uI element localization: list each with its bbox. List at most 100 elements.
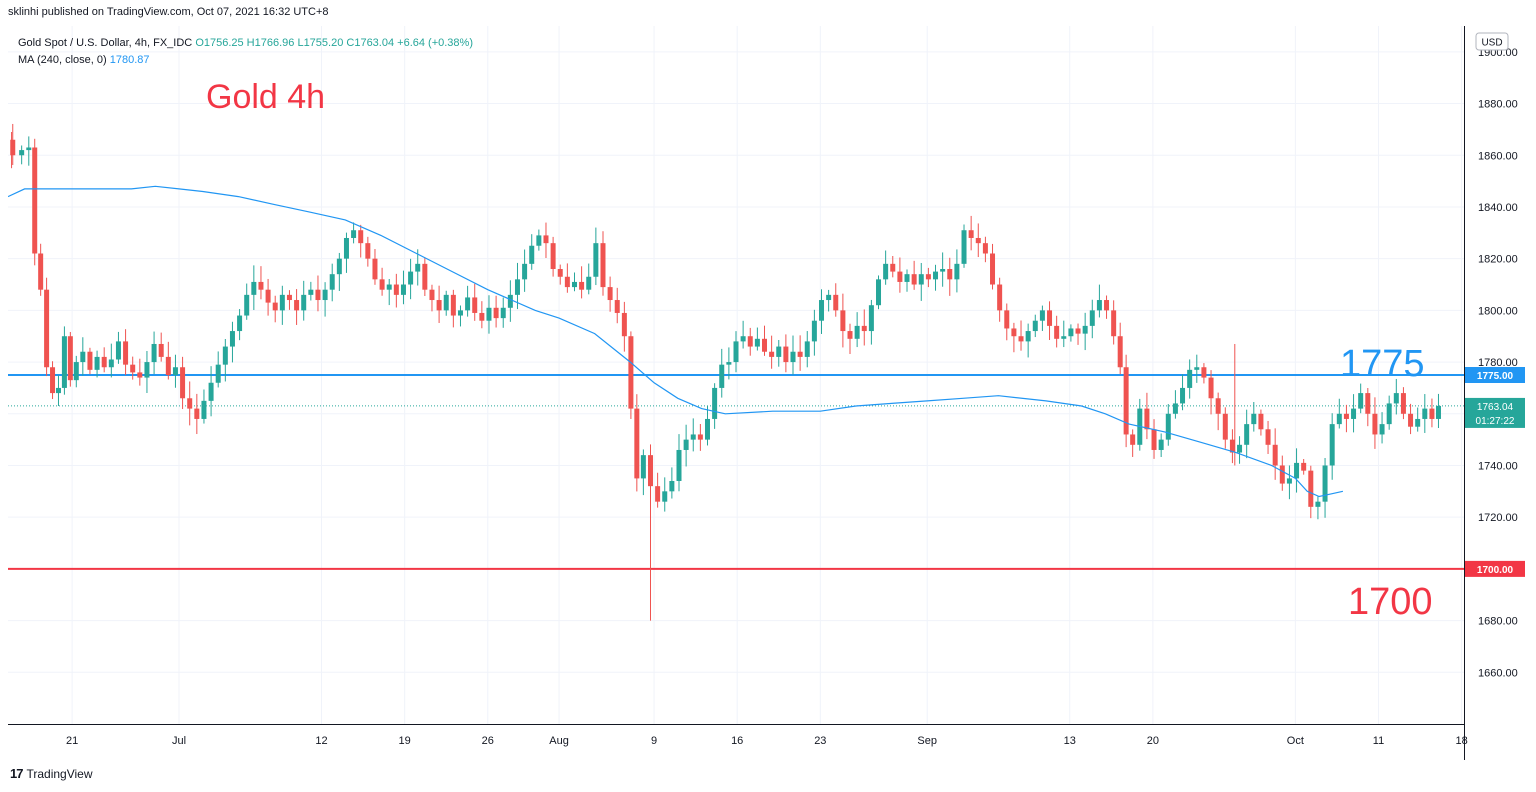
candle: [180, 356, 186, 410]
candle: [67, 331, 73, 387]
legend-symbol[interactable]: Gold Spot / U.S. Dollar, 4h, FX_IDC: [18, 37, 193, 49]
candle: [890, 256, 896, 278]
candle: [933, 264, 939, 291]
candle-body: [55, 387, 61, 394]
candle-body: [301, 294, 307, 311]
candle-body: [1018, 336, 1024, 342]
candle-body: [876, 279, 882, 306]
candle-body: [704, 418, 710, 440]
candle-body: [1172, 403, 1178, 414]
candle: [876, 275, 882, 310]
candle-body: [358, 230, 364, 244]
candle-body: [479, 312, 485, 321]
candle-body: [165, 356, 171, 375]
candle-body: [1151, 429, 1157, 450]
candle: [1343, 404, 1349, 433]
candle: [465, 285, 471, 317]
candle-body: [747, 336, 753, 347]
y-tick-label: 1780.00: [1478, 357, 1518, 369]
moving-average-line: [8, 185, 1344, 498]
candle-body: [1343, 413, 1349, 419]
candle: [607, 276, 613, 312]
candle-body: [1187, 369, 1193, 388]
candle: [733, 331, 739, 373]
legend-ma-value: 1780.87: [109, 54, 150, 66]
candle: [614, 287, 620, 324]
candle-body: [579, 281, 585, 290]
candle: [797, 335, 803, 371]
x-tick-label: Sep: [917, 735, 937, 747]
candle: [158, 332, 164, 362]
candle: [690, 418, 696, 452]
candle-body: [826, 294, 832, 301]
candle: [87, 347, 93, 375]
candle: [108, 343, 114, 378]
candle-body: [804, 341, 810, 357]
candle-body: [486, 307, 492, 321]
candle: [272, 295, 278, 323]
footer-branding: 17 TradingView: [10, 766, 93, 781]
candle: [940, 252, 946, 287]
candle: [507, 280, 513, 322]
candle: [1294, 448, 1300, 493]
chart-area[interactable]: 1660.001680.001700.001720.001740.001760.…: [8, 26, 1528, 760]
y-tick-label: 1860.00: [1478, 150, 1518, 162]
candle-body: [1068, 328, 1074, 337]
candle: [1172, 390, 1178, 419]
candle-body: [947, 269, 953, 280]
candle: [1215, 392, 1221, 431]
candle: [187, 381, 193, 426]
candle: [1082, 312, 1088, 351]
candle: [1208, 370, 1214, 415]
candle-body: [543, 235, 549, 244]
candle-body: [130, 364, 136, 373]
candle-body: [1272, 444, 1278, 466]
candle-body: [1429, 408, 1435, 419]
price-label-text: 1775.00: [1477, 371, 1514, 382]
candle-body: [1011, 328, 1017, 337]
candle-body: [294, 300, 300, 311]
candle-body: [1265, 429, 1271, 445]
candle: [294, 289, 300, 325]
y-tick-label: 1820.00: [1478, 254, 1518, 266]
candle: [486, 295, 492, 334]
candle-body: [719, 364, 725, 388]
candle: [628, 331, 634, 419]
candle-body: [1294, 462, 1300, 479]
candle: [1111, 300, 1117, 345]
legend-ma-label[interactable]: MA (240, close, 0): [18, 54, 107, 66]
candle-body: [726, 362, 732, 365]
candle-body: [10, 139, 16, 156]
candle: [897, 257, 903, 293]
candle: [911, 260, 917, 290]
candle: [557, 264, 563, 285]
chart-svg[interactable]: 1660.001680.001700.001720.001740.001760.…: [8, 26, 1528, 760]
candle-body: [26, 147, 32, 151]
candle-body: [329, 274, 335, 290]
candle-body: [769, 351, 775, 357]
candle: [201, 389, 207, 424]
chart-legend: Gold Spot / U.S. Dollar, 4h, FX_IDC O175…: [18, 35, 473, 69]
candle: [655, 472, 661, 508]
candle: [393, 273, 399, 308]
candle: [229, 321, 235, 363]
candle-body: [847, 331, 853, 339]
candle: [1393, 378, 1399, 415]
candle: [536, 229, 542, 251]
candle-body: [38, 253, 44, 290]
candle: [1372, 397, 1378, 449]
candle: [600, 231, 606, 296]
x-tick-label: 16: [731, 735, 743, 747]
candle-body: [422, 263, 428, 290]
candle: [265, 278, 271, 316]
candle: [883, 250, 889, 285]
candle-body: [904, 274, 910, 282]
candle: [1279, 455, 1285, 491]
y-tick-label: 1880.00: [1478, 99, 1518, 111]
currency-badge[interactable]: USD: [1475, 32, 1509, 51]
candle-body: [776, 346, 782, 357]
candle: [322, 282, 328, 317]
candle-body: [662, 491, 668, 502]
candle-body: [1372, 413, 1378, 435]
candle-body: [1054, 325, 1060, 339]
